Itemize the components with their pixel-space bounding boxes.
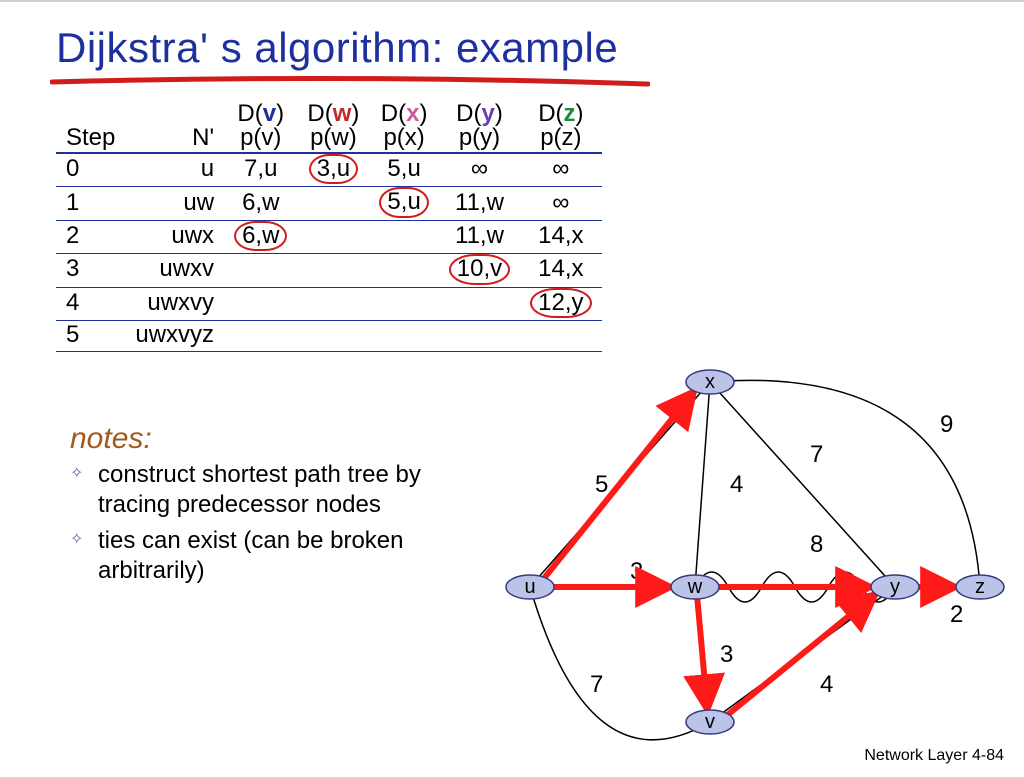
slide: Dijkstra' s algorithm: example D(v) D(w)…	[0, 0, 1024, 777]
table-row: 4uwxvy12,y	[56, 287, 602, 320]
graph-node-label: x	[705, 371, 715, 393]
edge-weight: 3	[630, 558, 643, 585]
graph-node-label: w	[687, 576, 703, 598]
page-title: Dijkstra' s algorithm: example	[56, 24, 618, 72]
edge-weight: 9	[940, 411, 953, 438]
edge-weight: 5	[595, 471, 608, 498]
notes-title: notes:	[70, 422, 470, 456]
edge-weight: 7	[590, 671, 603, 698]
spt-arrow	[697, 595, 708, 712]
notes-list: construct shortest path tree by tracing …	[70, 460, 470, 586]
hdr-Dz: D(z)	[520, 102, 601, 126]
notes-item: construct shortest path tree by tracing …	[70, 460, 470, 520]
edge-weight: 4	[730, 471, 743, 498]
table-header-top: D(v) D(w) D(x) D(y) D(z)	[56, 102, 602, 126]
title-underline	[50, 72, 650, 92]
graph-edge	[530, 587, 710, 740]
table-row: 2uwx6,w11,w14,x	[56, 220, 602, 253]
graph-node-label: v	[705, 711, 715, 733]
table-row: 3uwxv10,v14,x	[56, 254, 602, 287]
table-body: 0u7,u3,u5,u∞∞1uw6,w5,u11,w∞2uwx6,w11,w14…	[56, 153, 602, 351]
edge-weight: 2	[950, 601, 963, 628]
edge-weight: 8	[810, 531, 823, 558]
slide-footer: Network Layer 4-84	[864, 747, 1004, 765]
hdr-Dv: D(v)	[224, 102, 297, 126]
edge-weight: 7	[810, 441, 823, 468]
graph-edge	[695, 382, 710, 587]
spt-arrow	[725, 593, 878, 717]
hdr-Dw: D(w)	[297, 102, 369, 126]
graph-node-label: u	[524, 576, 535, 598]
edge-weight: 4	[820, 671, 833, 698]
table-row: 1uw6,w5,u11,w∞	[56, 187, 602, 220]
hdr-Dx: D(x)	[369, 102, 438, 126]
dijkstra-table: D(v) D(w) D(x) D(y) D(z) Step N' p(v) p(…	[56, 102, 602, 352]
graph-diagram: 5 3 7 4 3 8 7 9 4 2 u w x v y z	[480, 342, 1020, 772]
graph-node-label: z	[975, 576, 985, 598]
notes-item: ties can exist (can be broken arbitraril…	[70, 526, 470, 586]
graph-node-label: y	[890, 576, 900, 598]
table-row: 0u7,u3,u5,u∞∞	[56, 153, 602, 187]
edge-weight: 3	[720, 641, 733, 668]
table-header-bot: Step N' p(v) p(w) p(x) p(y) p(z)	[56, 126, 602, 153]
spt-arrow	[542, 390, 696, 581]
notes-block: notes: construct shortest path tree by t…	[70, 422, 470, 592]
hdr-Dy: D(y)	[439, 102, 520, 126]
